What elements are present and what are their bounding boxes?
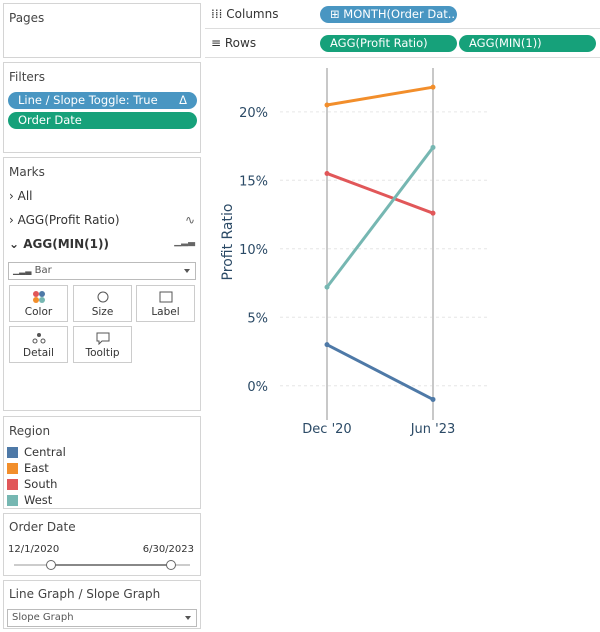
y-axis-title: Profit Ratio [220,204,236,281]
legend-items: Central East South West [7,444,66,508]
label-icon [159,291,173,303]
point [430,84,436,90]
columns-shelf: ⁞⁞⁞ Columns ⊞ MONTH(Order Dat.. [205,3,600,29]
bar-icon: ▁▂▃ [13,266,32,275]
y-tick-label: 5% [247,311,268,326]
card-text: AGG(MIN(1)) [23,237,109,251]
chart: Profit Ratio 0% 5% 10% 15% 20% Dec '20 Jun '23 [220,68,488,437]
point [430,144,436,150]
slider-range [50,564,172,566]
legend-item[interactable]: Central [7,444,66,460]
filter-pill-text: Line / Slope Toggle: True [18,93,158,107]
x-tick-label: Jun '23 [410,422,456,437]
button-text: Detail [23,347,54,359]
toggle-parameter: Line Graph / Slope Graph Slope Graph [3,580,201,629]
color-button[interactable]: Color [9,285,68,322]
tooltip-icon [96,332,110,345]
tooltip-button[interactable]: Tooltip [73,326,132,363]
point [430,396,436,402]
columns-label-text: Columns [226,7,279,21]
legend-label: East [24,461,49,475]
button-text: Tooltip [85,347,120,359]
legend-item[interactable]: South [7,476,66,492]
point [324,170,330,176]
y-tick-label: 20% [239,106,268,121]
detail-button[interactable]: Detail [9,326,68,363]
slider-handle[interactable] [166,560,176,570]
rows-shelf: ≡ Rows AGG(Profit Ratio) AGG(MIN(1)) [205,32,600,58]
series-line [326,85,434,107]
legend-title: Region [9,424,51,438]
series-line [326,172,434,215]
slider-handle[interactable] [46,560,56,570]
line-icon: ∿ [184,213,195,227]
order-date-filter: Order Date 12/1/2020 6/30/2023 [3,513,201,576]
filters-shelf: Filters Line / Slope Toggle: True Δ Order… [3,62,201,153]
columns-pill[interactable]: ⊞ MONTH(Order Dat.. [320,6,457,23]
point [324,284,330,290]
legend-label: Central [24,445,66,459]
delta-icon: Δ [179,93,187,107]
marks-card-all[interactable]: › All [9,189,33,203]
button-text: Size [91,306,114,318]
pages-title: Pages [9,11,45,25]
start-date: 12/1/2020 [8,544,60,555]
legend-swatch [7,478,18,490]
card-text: AGG(Profit Ratio) [17,213,120,227]
button-text: Label [151,306,180,318]
legend-item[interactable]: West [7,492,66,508]
x-tick-label: Dec '20 [302,422,351,437]
order-date-title: Order Date [9,520,76,534]
legend-swatch [7,462,18,474]
end-date: 6/30/2023 [142,544,194,555]
rows-label: ≡ Rows [211,36,257,50]
columns-label: ⁞⁞⁞ Columns [211,7,279,21]
rows-pill[interactable]: AGG(MIN(1)) [459,35,596,52]
series-line [326,343,434,401]
card-text: All [17,189,33,203]
rows-pill[interactable]: AGG(Profit Ratio) [320,35,457,52]
toggle-dropdown[interactable]: Slope Graph [7,609,197,627]
filter-pill[interactable]: Line / Slope Toggle: True Δ [8,92,197,109]
size-button[interactable]: Size [73,285,132,322]
y-tick-label: 10% [239,243,268,258]
point [324,342,330,348]
legend-label: South [24,477,58,491]
marks-card: Marks › All › AGG(Profit Ratio) ∿ ⌄ AGG(M… [3,157,201,411]
point [430,210,436,216]
point [324,102,330,108]
y-tick-label: 0% [247,380,268,395]
button-text: Color [24,306,53,318]
y-tick-label: 15% [239,174,268,189]
color-icon [33,291,45,303]
rows-label-text: Rows [224,36,257,50]
marks-card-min[interactable]: ⌄ AGG(MIN(1)) ▁▂▃ [9,237,195,251]
detail-icon [32,333,46,344]
toggle-title: Line Graph / Slope Graph [9,587,161,601]
mark-type-dropdown[interactable]: ▁▂▃ Bar [8,262,196,280]
marks-card-profit[interactable]: › AGG(Profit Ratio) ∿ [9,213,195,227]
label-button[interactable]: Label [136,285,195,322]
columns-pill-text: MONTH(Order Dat.. [343,7,456,21]
filters-title: Filters [9,70,45,84]
filter-pill[interactable]: Order Date [8,112,197,129]
size-icon [97,291,109,303]
series-line [325,146,435,289]
legend-label: West [24,493,53,507]
bar-icon: ▁▂▃ [174,237,195,247]
legend-item[interactable]: East [7,460,66,476]
pages-shelf: Pages [3,3,201,58]
legend-swatch [7,446,18,458]
region-legend: Region Central East South West [3,416,201,509]
mark-type-text: Bar [34,265,52,276]
legend-swatch [7,494,18,506]
marks-title: Marks [9,165,45,179]
